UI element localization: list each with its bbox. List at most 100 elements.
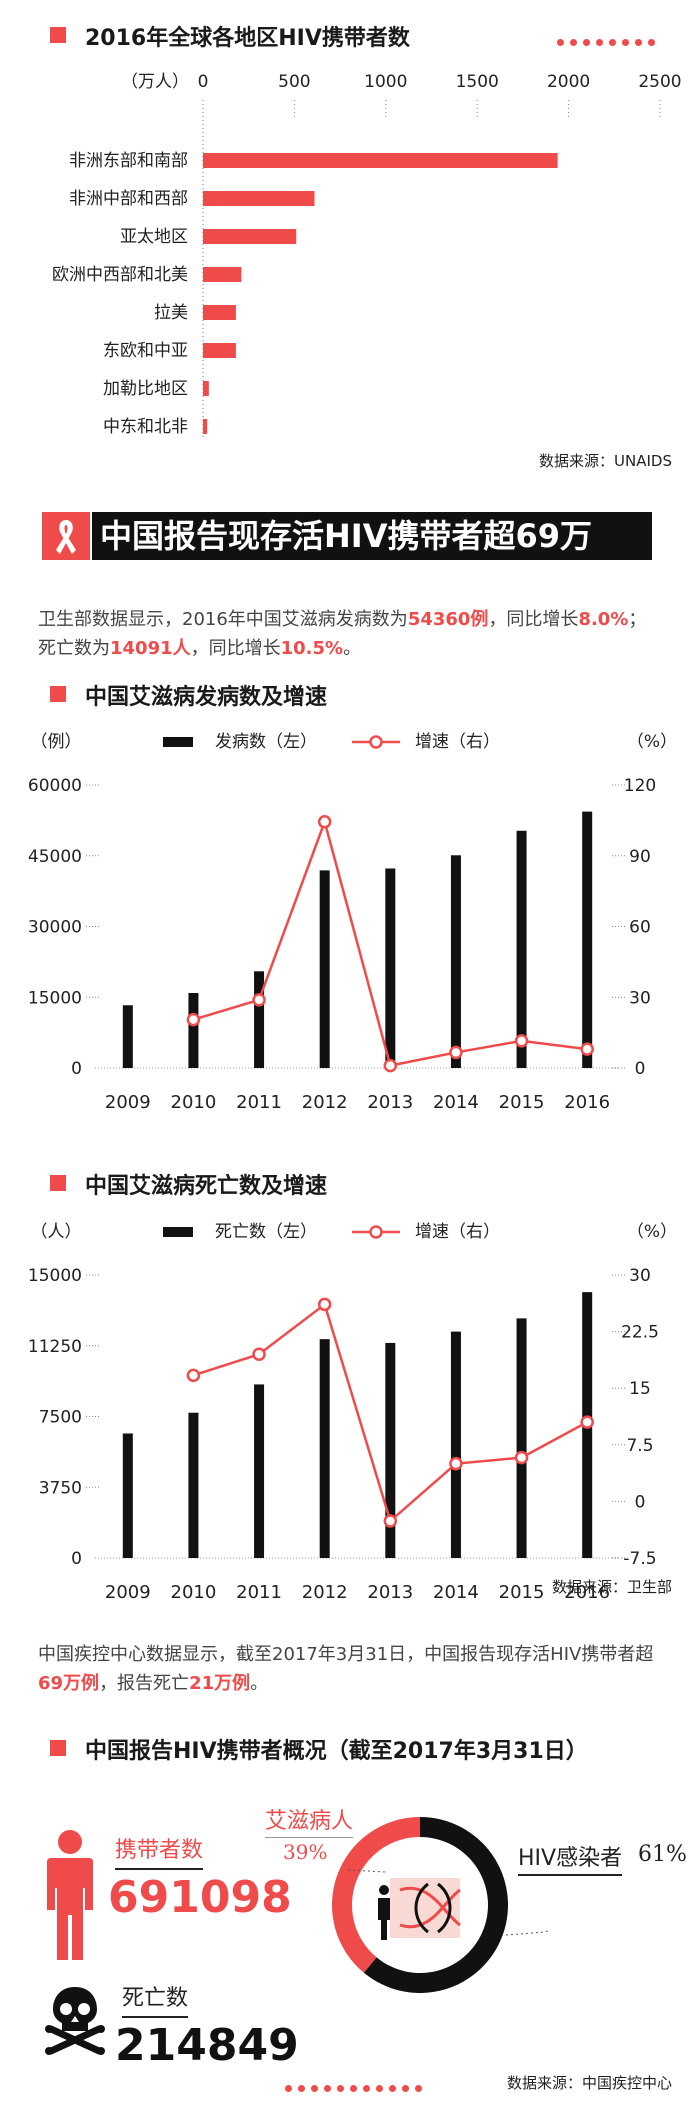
ribbon-badge — [42, 512, 90, 560]
y-left-tick: 60000 — [28, 776, 82, 796]
category-label: 中东和北非 — [103, 417, 188, 437]
source-health-ministry: 数据来源：卫生部 — [551, 1578, 672, 1596]
aids-pct: 39% — [283, 1840, 328, 1864]
intro-paragraph: 卫生部数据显示，2016年中国艾滋病发病数为54360例，同比增长8.0%；死亡… — [38, 605, 658, 663]
x-tick-label: 1000 — [364, 72, 407, 92]
bar — [188, 1412, 199, 1558]
ribbon-icon — [56, 520, 76, 554]
bar — [385, 868, 396, 1068]
x-tick-label: 2011 — [236, 1582, 282, 1603]
hiv-label: HIV感染者 — [518, 1840, 623, 1876]
section-marker — [50, 686, 66, 702]
carrier-label: 携带者数 — [115, 1832, 204, 1870]
intro-death-growth: 10.5% — [280, 638, 344, 659]
section-marker — [50, 27, 66, 43]
category-label: 加勒比地区 — [103, 379, 188, 399]
para-text: 。 — [250, 1673, 269, 1694]
y-right-tick: 120 — [624, 776, 656, 796]
intro-cases: 54360例 — [407, 609, 489, 630]
x-tick-label: 2000 — [547, 72, 590, 92]
y-right-tick: 15 — [629, 1379, 651, 1399]
x-axis-unit: （万人） — [121, 72, 189, 92]
y-left-unit: （例） — [31, 732, 82, 752]
legend-line-label: 增速（右） — [415, 1222, 500, 1242]
y-right-tick: 60 — [629, 918, 651, 938]
skull-crossbones-icon — [45, 1987, 105, 2055]
y-right-unit: （%） — [627, 1222, 677, 1242]
carrier-donut-chart — [332, 1817, 551, 1993]
growth-point — [580, 1415, 594, 1429]
x-tick-label: 2013 — [367, 1092, 413, 1113]
bar — [582, 811, 593, 1068]
bar — [188, 993, 199, 1068]
growth-point — [317, 815, 332, 829]
incidence-combo-chart: （例） （%） 发病数（左） 增速（右） 60000 45000 30000 15000 0 12… — [28, 732, 677, 1113]
growth-point — [383, 1514, 398, 1528]
cdc-paragraph: 中国疾控中心数据显示，截至2017年3月31日，中国报告现存活HIV携带者超 69… — [38, 1640, 666, 1698]
section1-title: 2016年全球各地区HIV携带者数 — [85, 26, 410, 51]
bar — [319, 870, 330, 1068]
person-icon — [47, 1830, 93, 1960]
x-tick-label: 2012 — [302, 1582, 348, 1603]
intro-text: 卫生部数据显示，2016年中国艾滋病发病数为 — [38, 609, 408, 630]
x-tick-label: 2012 — [302, 1092, 348, 1113]
y-left-tick: 3750 — [39, 1478, 82, 1498]
y-right-tick: 30 — [629, 1266, 651, 1286]
growth-point — [514, 1034, 529, 1048]
death-label: 死亡数 — [122, 1980, 189, 2018]
bar — [203, 153, 558, 168]
y-right-tick: 22.5 — [621, 1323, 659, 1343]
x-tick-label: 2010 — [171, 1582, 217, 1603]
bar — [122, 1433, 133, 1558]
growth-point — [252, 993, 266, 1007]
category-label: 欧洲中西部和北美 — [52, 265, 188, 285]
bar — [203, 191, 315, 206]
intro-text: ，同比增长 — [488, 609, 579, 630]
para-text: 中国疾控中心数据显示，截至2017年3月31日，中国报告现存活HIV携带者超 — [38, 1644, 654, 1665]
y-right-tick: 0 — [635, 1059, 646, 1079]
category-label: 东欧和中亚 — [103, 341, 188, 361]
donut-slice — [332, 1817, 420, 1973]
intro-deaths: 14091人 — [110, 638, 191, 659]
y-left-tick: 30000 — [28, 918, 82, 938]
growth-point — [186, 1012, 201, 1027]
bar — [516, 830, 527, 1068]
y-right-tick: 7.5 — [626, 1436, 653, 1456]
y-left-tick: 45000 — [28, 847, 82, 867]
x-tick-label: 2011 — [236, 1092, 282, 1113]
bar — [203, 419, 208, 434]
section4-title: 中国报告HIV携带者概况（截至2017年3月31日） — [85, 1739, 588, 1764]
category-label: 非洲中部和西部 — [69, 189, 188, 209]
section-marker — [50, 1740, 66, 1756]
x-tick-label: 1500 — [456, 72, 499, 92]
legend-line-label: 增速（右） — [415, 732, 500, 752]
bar — [450, 1331, 461, 1558]
death-combo-chart: （人） （%） 死亡数（左） 增速（右） 15000 11250 7500 3750 0 30 22… — [28, 1222, 677, 1603]
category-label: 亚太地区 — [120, 227, 188, 247]
y-left-tick: 15000 — [28, 988, 82, 1008]
x-tick-label: 2016 — [564, 1092, 610, 1113]
x-tick-label: 500 — [278, 72, 310, 92]
category-label: 拉美 — [154, 303, 188, 323]
y-right-tick: 0 — [635, 1492, 646, 1512]
intro-case-growth: 8.0% — [578, 609, 629, 630]
y-left-tick: 0 — [71, 1549, 82, 1569]
chart2-title: 中国艾滋病发病数及增速 — [85, 685, 328, 710]
y-left-tick: 15000 — [28, 1266, 82, 1286]
y-right-unit: （%） — [627, 732, 677, 752]
x-tick-label: 0 — [198, 72, 209, 92]
bar — [203, 267, 242, 282]
y-left-unit: （人） — [31, 1222, 82, 1242]
intro-text: 。 — [343, 638, 362, 659]
banner-title: 中国报告现存活HIV携带者超69万 — [100, 517, 592, 555]
growth-point — [580, 1042, 594, 1056]
death-value: 214849 — [115, 2020, 299, 2071]
bar — [254, 971, 265, 1068]
y-left-tick: 7500 — [39, 1408, 82, 1428]
y-right-tick: -7.5 — [623, 1549, 656, 1569]
growth-point — [252, 1347, 266, 1361]
section-marker — [50, 1175, 66, 1191]
x-tick-label: 2015 — [499, 1582, 545, 1603]
y-right-tick: 90 — [629, 847, 651, 867]
x-tick-label: 2500 — [638, 72, 681, 92]
